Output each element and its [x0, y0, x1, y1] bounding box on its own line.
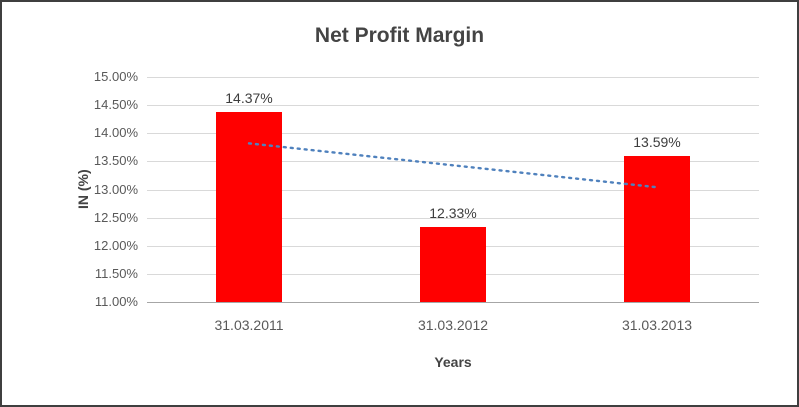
y-tick-label: 15.00% — [93, 69, 138, 84]
bar-31.03.2012 — [420, 227, 486, 302]
gridline — [147, 189, 759, 191]
gridline — [147, 133, 759, 135]
y-tick-label: 13.00% — [93, 181, 138, 197]
y-tick-label: 14.00% — [93, 125, 138, 141]
x-tick-label: 31.03.2011 — [214, 317, 284, 333]
x-tick-label: 31.03.2012 — [417, 317, 489, 333]
data-label: 13.59% — [633, 134, 681, 151]
gridline — [147, 217, 759, 219]
y-axis-title: IN (%) — [75, 169, 91, 210]
x-axis-line — [147, 302, 759, 303]
y-tick-label: 13.50% — [93, 153, 138, 169]
y-tick-label: 12.00% — [93, 237, 138, 253]
bar-31.03.2011 — [216, 112, 282, 302]
y-tick-label: 11.00% — [94, 294, 138, 309]
x-tick-label: 31.03.2013 — [621, 317, 693, 333]
y-tick-label: 14.50% — [93, 97, 138, 113]
bar-31.03.2013 — [624, 156, 690, 302]
y-tick-label: 12.50% — [93, 209, 138, 225]
chart-title: Net Profit Margin — [314, 24, 485, 47]
plot-area: 11.00% 11.50% 12.00% 12.50% 13.00% 13.50% 14.0… — [94, 69, 759, 333]
x-axis-title: Years — [434, 354, 472, 370]
y-tick-label: 11.50% — [94, 265, 138, 281]
gridline — [147, 105, 759, 107]
data-label: 14.37% — [225, 90, 273, 107]
data-label: 12.33% — [429, 205, 477, 222]
gridline — [147, 77, 759, 78]
